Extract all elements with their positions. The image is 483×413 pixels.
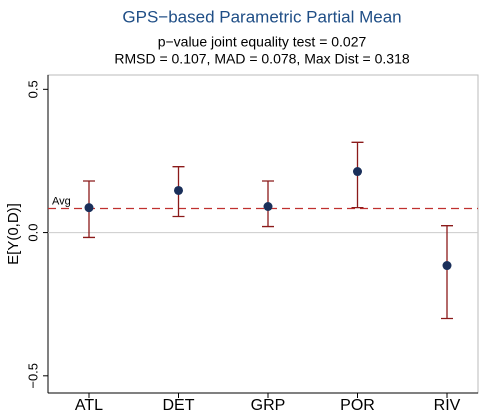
point	[353, 167, 362, 177]
error-bar	[441, 225, 453, 320]
x-tick-label: DET	[163, 397, 195, 413]
plot-area	[47, 74, 479, 394]
point	[84, 203, 94, 213]
subtitle: RMSD = 0.107, MAD = 0.078, Max Dist = 0.…	[114, 51, 410, 67]
x-tick-label: GRP	[251, 397, 286, 413]
point	[442, 261, 452, 271]
y-tick-label: 0.0	[25, 224, 40, 242]
subtitle: p−value joint equality test = 0.027	[158, 34, 367, 50]
x-tick-label: POR	[340, 397, 375, 413]
y-axis-label: E[Y(0,D)]	[5, 203, 22, 265]
reference-label: Avg	[52, 195, 71, 207]
point	[263, 201, 273, 211]
x-tick-label: ATL	[75, 397, 103, 413]
y-tick-label: 0.5	[25, 80, 40, 98]
x-tick-label: RIV	[434, 397, 461, 413]
point	[174, 185, 183, 195]
y-tick-label: −0.5	[25, 363, 40, 389]
chart-title: GPS−based Parametric Partial Mean	[122, 7, 401, 26]
